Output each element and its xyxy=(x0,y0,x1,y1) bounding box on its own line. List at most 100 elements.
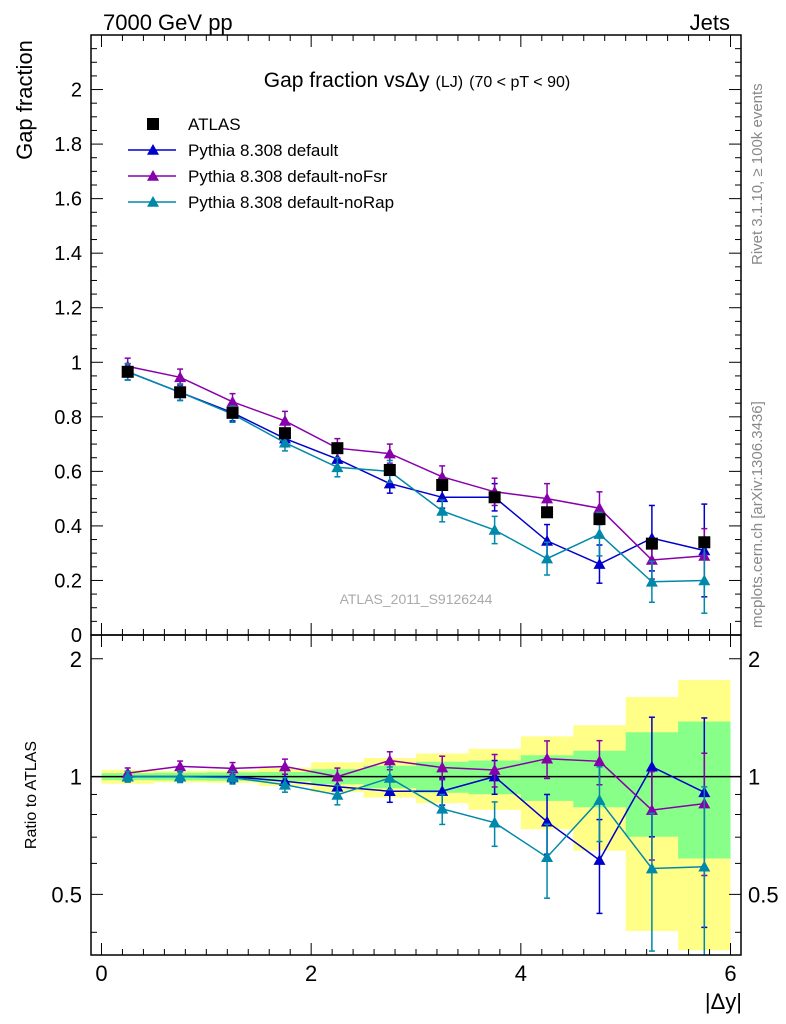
data-point xyxy=(698,574,711,586)
ratio-y-tick-label: 2 xyxy=(70,647,82,672)
y-tick-label: 0.6 xyxy=(54,461,82,483)
legend-marker xyxy=(147,144,159,155)
ratio-point xyxy=(383,754,396,766)
ratio-point xyxy=(488,816,501,828)
x-axis-title: |Δy| xyxy=(705,989,742,1014)
data-point xyxy=(541,492,554,504)
legend-marker xyxy=(147,170,159,181)
y-tick-label: 0 xyxy=(71,625,82,647)
y-tick-label: 0.2 xyxy=(54,570,82,592)
series-line xyxy=(127,371,705,583)
x-tick-label: 2 xyxy=(305,961,317,986)
reference-point xyxy=(593,513,606,526)
ratio-point xyxy=(645,862,658,874)
ratio-point xyxy=(593,794,606,805)
reference-point xyxy=(436,479,449,491)
legend-marker xyxy=(147,118,159,130)
plot-title: Gap fraction vsΔy (LJ) (70 < pT < 90) xyxy=(264,69,570,92)
ratio-point xyxy=(383,785,396,797)
ratio-y-tick-label: 1 xyxy=(70,765,82,790)
y-tick-label: 0.8 xyxy=(54,407,82,429)
data-point xyxy=(541,552,554,564)
legend-entry: ATLAS xyxy=(147,115,241,134)
series-line xyxy=(127,365,705,561)
ratio-y-tick-label: 0.5 xyxy=(51,882,82,907)
ratio-series-group xyxy=(121,716,711,955)
data-point xyxy=(436,470,449,482)
data-point xyxy=(383,477,396,489)
legend-label: ATLAS xyxy=(188,115,241,134)
ratio-point xyxy=(121,770,134,782)
data-point xyxy=(593,502,606,513)
data-point xyxy=(278,436,291,448)
mcplots-label: mcplots.cern.ch [arXiv:1306.3436] xyxy=(749,401,766,628)
y-tick-label: 1.8 xyxy=(54,134,82,156)
reference-point xyxy=(383,464,396,476)
analysis-label: ATLAS_2011_S9126244 xyxy=(340,591,493,607)
data-point xyxy=(593,528,606,539)
reference-point xyxy=(174,386,187,399)
reference-point xyxy=(645,537,658,550)
ratio-point xyxy=(541,752,554,764)
reference-point xyxy=(226,406,239,419)
y-axis-title-top: Gap fraction xyxy=(12,40,37,160)
green-band xyxy=(101,721,731,859)
data-point xyxy=(383,447,396,459)
y-tick-label: 2 xyxy=(71,80,82,102)
data-point xyxy=(645,575,658,587)
series-ratio-line xyxy=(127,775,705,870)
ratio-point xyxy=(645,804,658,815)
reference-point xyxy=(278,427,291,440)
reference-point xyxy=(488,491,501,504)
legend-entry: Pythia 8.308 default-noRap xyxy=(128,193,394,212)
rivet-version-label: Rivet 3.1.10, ≥ 100k events xyxy=(749,83,766,265)
series-1-main xyxy=(121,357,711,584)
x-tick-label: 0 xyxy=(95,961,107,986)
series-2-ratio xyxy=(121,766,711,955)
y-tick-label: 1.6 xyxy=(54,189,82,211)
series-ratio-line xyxy=(127,757,705,811)
reference-uncertainty-bands xyxy=(91,680,741,951)
ratio-point xyxy=(278,760,291,772)
ratio-y-tick-label-right: 2 xyxy=(748,647,760,672)
ratio-y-tick-label-right: 0.5 xyxy=(748,882,779,907)
data-point xyxy=(331,461,344,473)
legend-marker xyxy=(147,196,159,207)
x-tick-label: 4 xyxy=(515,961,527,986)
legend-label: Pythia 8.308 default xyxy=(188,141,339,160)
data-point xyxy=(436,504,449,516)
main-series-group xyxy=(121,357,711,614)
y-tick-label: 1.4 xyxy=(54,243,82,265)
ratio-point xyxy=(593,755,606,767)
ratio-point xyxy=(383,771,396,783)
ratio-point xyxy=(488,763,501,775)
reference-point xyxy=(331,442,344,455)
data-point xyxy=(488,524,501,535)
x-tick-label: 6 xyxy=(724,961,736,986)
data-point xyxy=(593,558,606,569)
data-point xyxy=(278,414,291,426)
y-tick-label: 1.2 xyxy=(54,298,82,320)
series-0-main xyxy=(121,362,711,598)
reference-point xyxy=(541,506,554,519)
header-right: Jets xyxy=(690,10,730,35)
legend-label: Pythia 8.308 default-noFsr xyxy=(188,167,388,186)
y-axis-title-bottom: Ratio to ATLAS xyxy=(23,741,40,849)
reference-point xyxy=(698,536,711,549)
ratio-point xyxy=(226,762,239,774)
ratio-point xyxy=(541,851,554,863)
data-point xyxy=(226,395,239,407)
ratio-point xyxy=(436,802,449,814)
ratio-point xyxy=(593,854,606,865)
axes-group: 0 2 4 600.20.40.60.811.21.41.61.820.5 0.51 12… xyxy=(51,34,779,986)
ratio-point xyxy=(226,771,239,783)
ratio-point xyxy=(331,770,344,782)
ratio-point xyxy=(698,860,711,872)
ratio-point xyxy=(436,785,449,796)
y-tick-label: 0.4 xyxy=(54,516,82,538)
data-point xyxy=(174,371,187,383)
ratio-point xyxy=(174,770,187,782)
legend-entry: Pythia 8.308 default xyxy=(128,141,339,160)
series-line xyxy=(127,371,705,565)
